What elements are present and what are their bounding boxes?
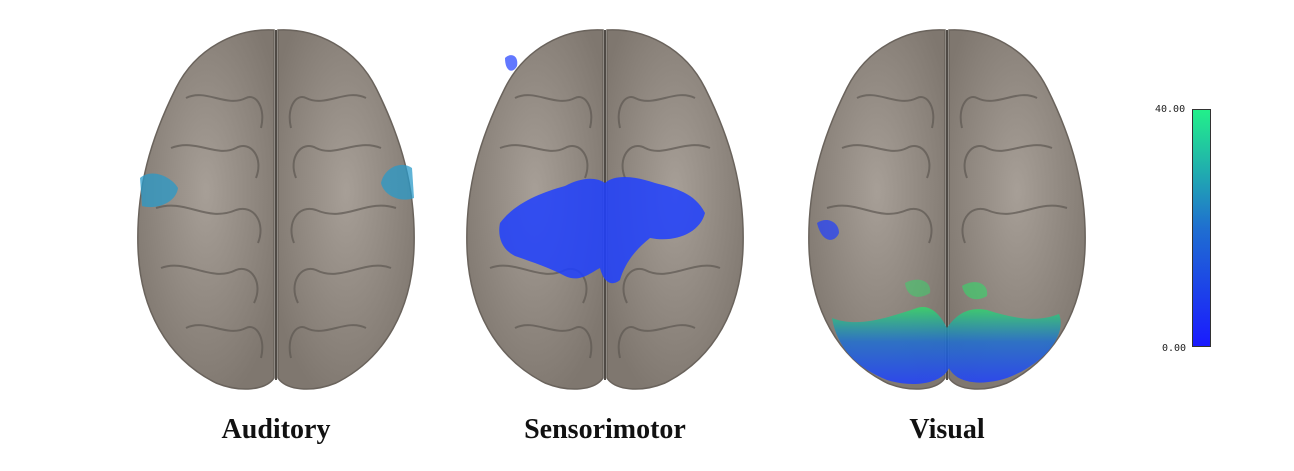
activation-green-spot [962,282,988,300]
activation-frontal-spot [505,55,518,71]
brain-auditory [126,18,426,396]
activation-motor-strip [499,176,705,284]
label-auditory: Auditory [221,414,331,445]
activation-lateral-spot [817,219,839,240]
sulci [826,94,1068,244]
right-hemisphere [277,29,415,390]
colorbar-min-label: 0.00 [1162,343,1187,354]
left-hemisphere [808,29,946,390]
brain-visual [797,18,1097,396]
label-sensorimotor: Sensorimotor [524,414,686,445]
brain-auditory-image [137,29,415,390]
left-hemisphere [137,29,275,390]
activation-occipital [832,307,1061,384]
brain-sensorimotor [455,18,755,396]
brain-visual-image [808,29,1086,390]
activation-right [381,164,414,200]
activation-green-spot-2 [905,279,931,297]
activation-left [140,173,178,208]
brain-sensorimotor-image [466,29,744,390]
right-hemisphere [948,29,1086,390]
label-visual: Visual [909,414,985,445]
sulci [489,94,721,359]
colorbar [1192,109,1211,347]
colorbar-max-label: 40.00 [1155,104,1186,115]
sulci [155,94,397,359]
